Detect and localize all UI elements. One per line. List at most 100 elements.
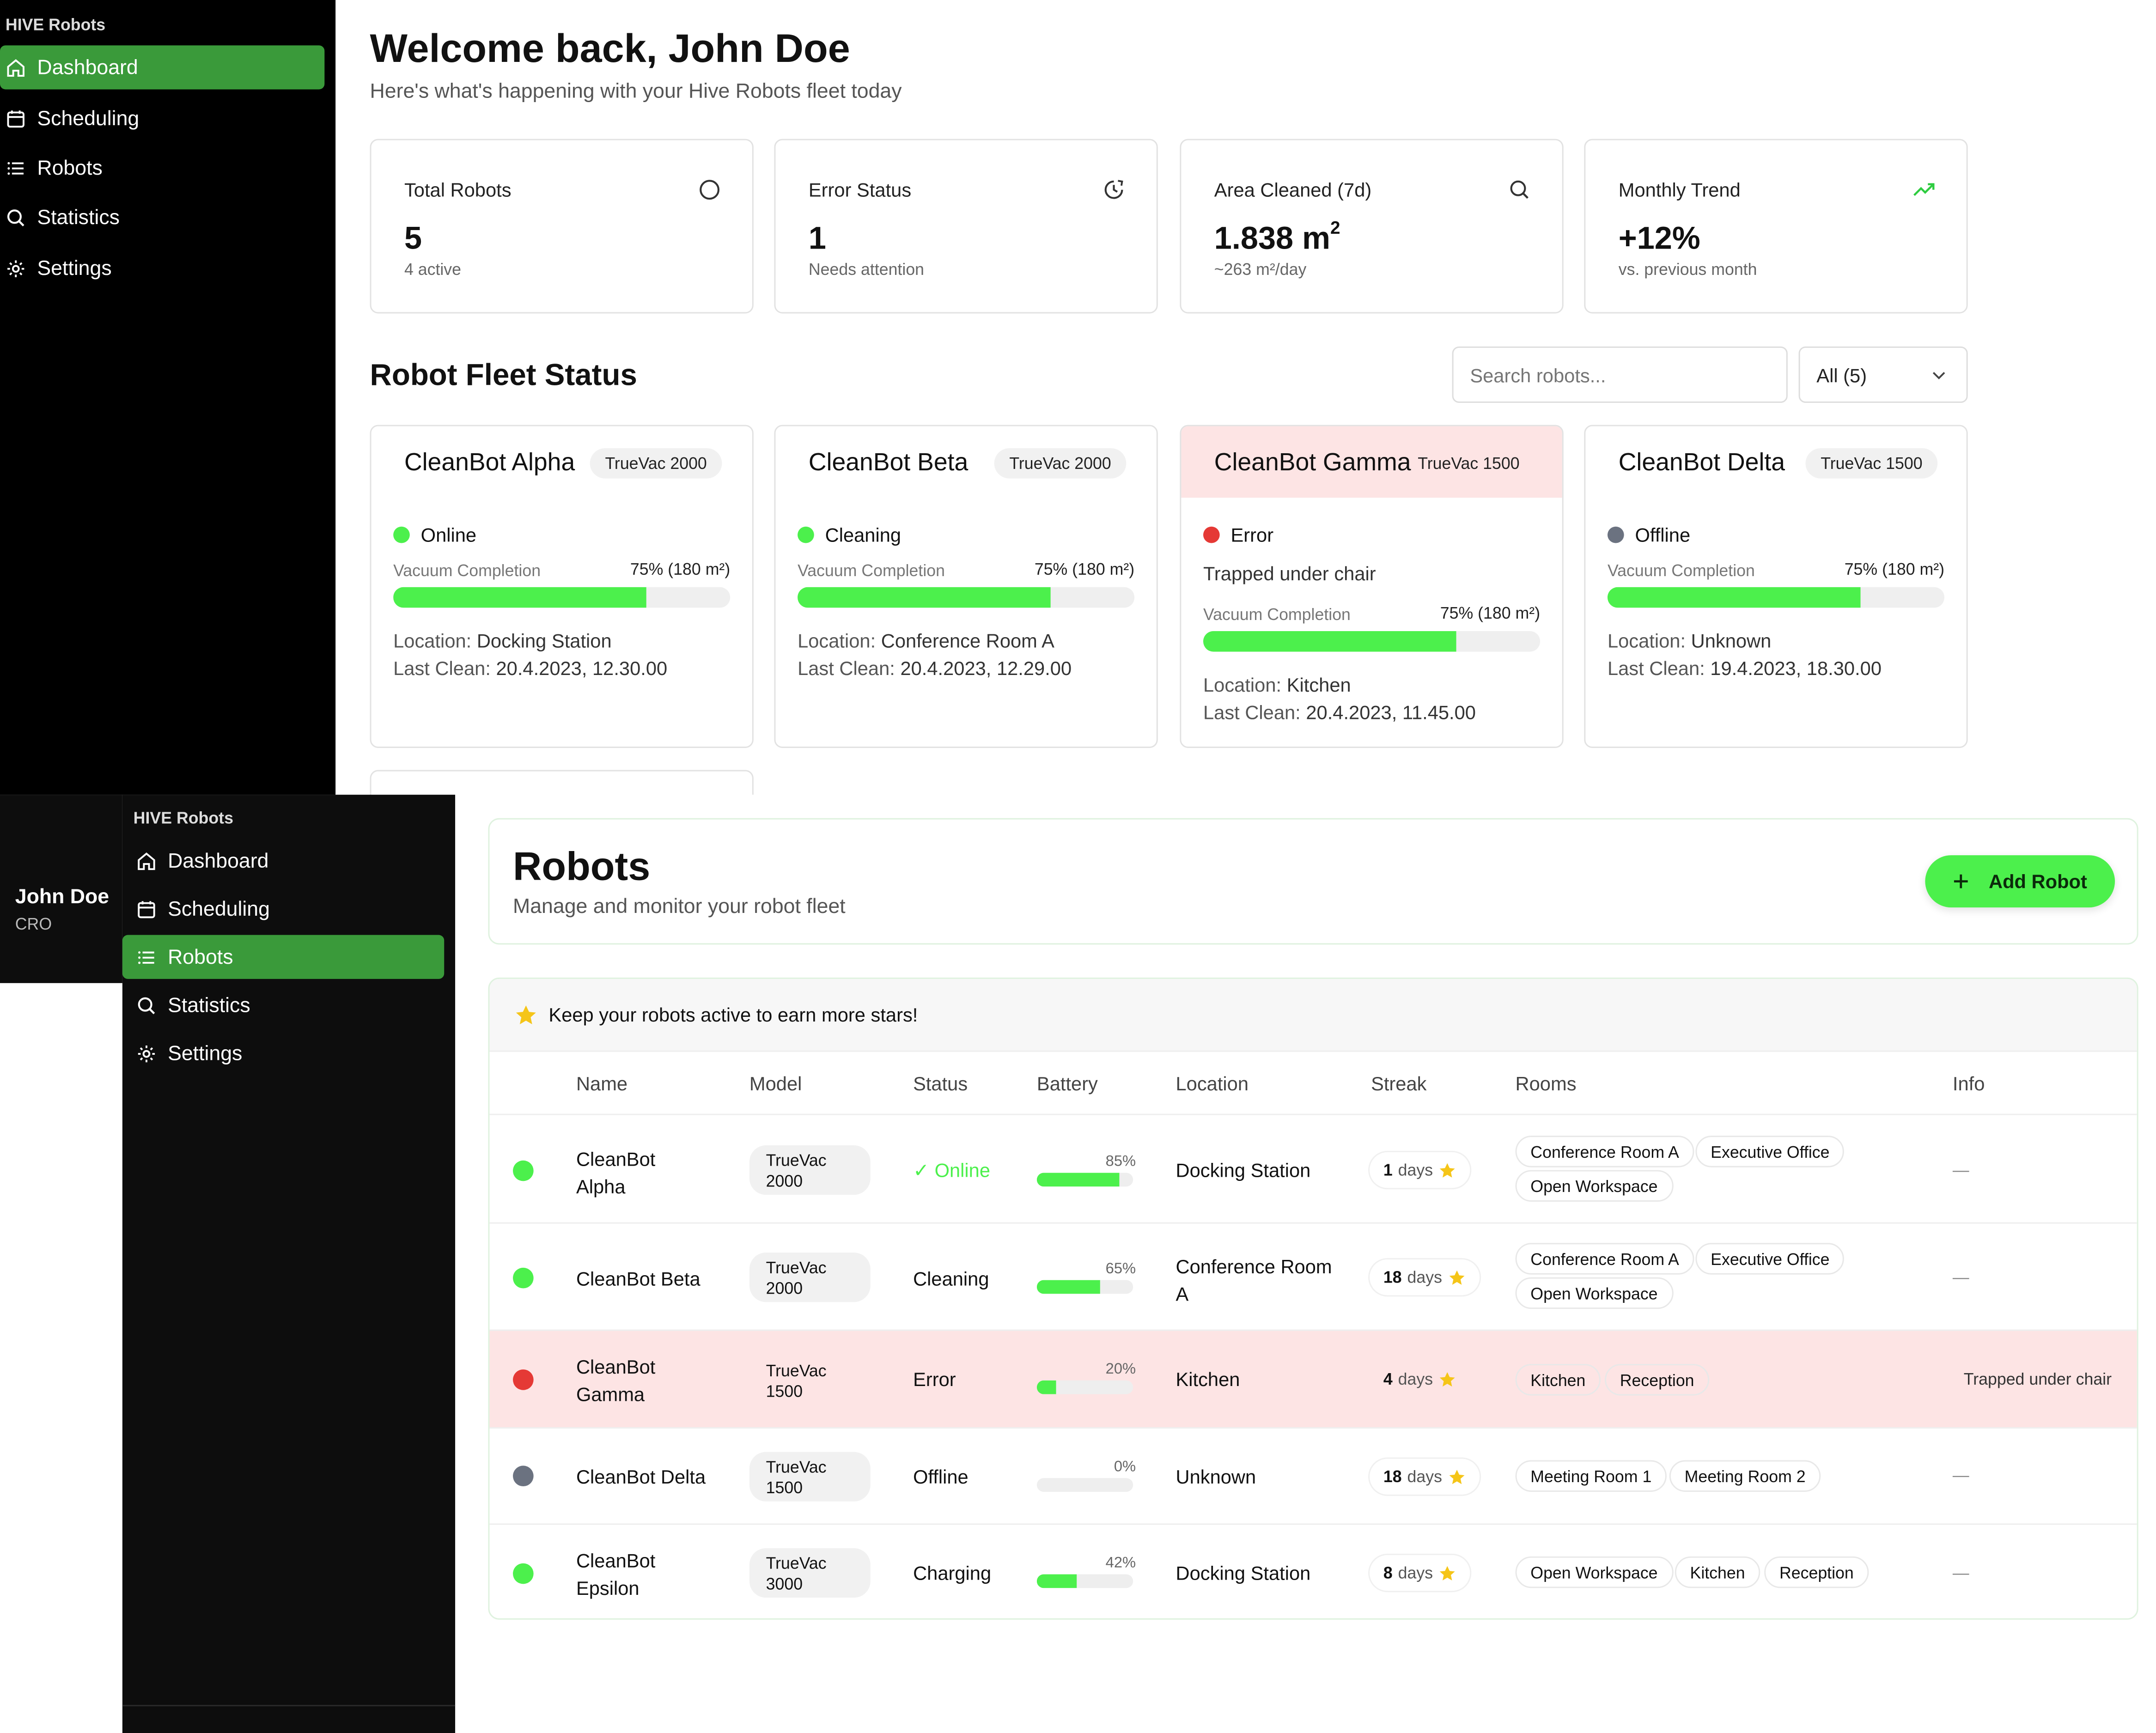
status-dot [513, 1160, 534, 1181]
column-header-model[interactable]: Model [749, 1072, 802, 1095]
status-indicator: Online [393, 524, 476, 546]
status-indicator: Offline [1607, 524, 1690, 546]
robot-name: CleanBot Beta [576, 1267, 700, 1290]
sidebar-item-label: Scheduling [37, 106, 140, 130]
card-header: CleanBot Gamma TrueVac 1500 [1181, 426, 1562, 498]
streak-badge: 18 days [1370, 1459, 1480, 1495]
battery-percent: 20% [1105, 1361, 1136, 1378]
table-row[interactable]: CleanBot Beta TrueVac 2000 Cleaning 65% C… [489, 1222, 2137, 1330]
last-clean: Last Clean: 20.4.2023, 12.29.00 [798, 657, 1072, 680]
robot-card-beta[interactable]: CleanBot Beta TrueVac 2000 Cleaning Vacu… [774, 425, 1158, 748]
room-tag: Conference Room A [1515, 1136, 1694, 1167]
user-profile[interactable]: John Doe CRO [0, 795, 122, 983]
gear-icon [7, 260, 24, 277]
sidebar-item-robots[interactable]: Robots [122, 935, 445, 979]
sidebar-item-robots[interactable]: Robots [0, 146, 324, 189]
room-tag: Open Workspace [1515, 1556, 1673, 1588]
last-clean: Last Clean: 20.4.2023, 11.45.00 [1203, 701, 1476, 724]
sidebar-item-settings[interactable]: Settings [0, 246, 324, 290]
sidebar-divider [122, 1705, 456, 1707]
robot-location: Docking Station [1175, 1159, 1311, 1181]
stat-card-error-status: Error Status 1 Needs attention [774, 139, 1158, 314]
sidebar-item-scheduling[interactable]: Scheduling [128, 887, 444, 931]
card-header: CleanBot Delta TrueVac 1500 [1585, 426, 1966, 498]
stat-value: +12% [1618, 220, 1700, 256]
model-badge: TrueVac 2000 [749, 1253, 871, 1302]
room-tag: Executive Office [1695, 1136, 1845, 1167]
search-icon [7, 208, 24, 226]
column-header-info[interactable]: Info [1952, 1072, 1985, 1095]
table-row[interactable]: CleanBot Epsilon TrueVac 3000 Charging 42%… [489, 1523, 2137, 1618]
stat-label: Error Status [808, 178, 912, 201]
robot-location: Location: Docking Station [393, 630, 612, 652]
info-text: — [1952, 1160, 1969, 1180]
robot-card-gamma[interactable]: CleanBot Gamma TrueVac 1500 Error Trappe… [1180, 425, 1564, 748]
sidebar-item-statistics[interactable]: Statistics [0, 195, 324, 239]
sidebar-item-settings[interactable]: Settings [128, 1031, 444, 1075]
fleet-status-title: Robot Fleet Status [370, 357, 637, 392]
sidebar-item-dashboard[interactable]: Dashboard [0, 45, 325, 90]
room-tag: Reception [1764, 1556, 1869, 1588]
trend-up-icon [1913, 183, 1935, 196]
search-robots-input[interactable] [1452, 346, 1788, 403]
card-header: CleanBot Alpha TrueVac 2000 [372, 426, 752, 498]
robots-header: Robots Manage and monitor your robot fle… [488, 818, 2138, 945]
vacuum-progress-bar [1607, 587, 1945, 608]
robots-table: Keep your robots active to earn more sta… [488, 977, 2138, 1620]
plus-icon [1954, 874, 1968, 888]
streak-banner: Keep your robots active to earn more sta… [489, 979, 2137, 1052]
robot-name: CleanBot Beta [808, 448, 968, 476]
streak-badge: 18 days [1370, 1259, 1480, 1295]
model-badge: TrueVac 2000 [749, 1145, 871, 1195]
robot-location: Conference Room A [1175, 1255, 1332, 1305]
sidebar-item-statistics[interactable]: Statistics [128, 983, 444, 1027]
stat-value: 5 [404, 220, 422, 256]
clock-icon [1104, 180, 1123, 199]
streak-badge: 4 days [1370, 1361, 1470, 1397]
status-filter-select[interactable]: All (5) [1798, 346, 1968, 403]
robot-card-alpha[interactable]: CleanBot Alpha TrueVac 2000 Online Vacuu… [370, 425, 754, 748]
column-header-battery[interactable]: Battery [1036, 1072, 1098, 1095]
stat-note: Needs attention [808, 260, 925, 280]
star-icon [516, 1004, 536, 1024]
table-row[interactable]: CleanBot Gamma TrueVac 1500 Error 20% Kitc… [489, 1329, 2137, 1428]
banner-text: Keep your robots active to earn more sta… [548, 1003, 918, 1026]
room-tag: Reception [1604, 1364, 1710, 1396]
sidebar-item-scheduling[interactable]: Scheduling [0, 96, 324, 140]
vacuum-progress-bar [393, 587, 731, 608]
info-text: Trapped under chair [1963, 1369, 2112, 1389]
vacuum-progress-bar [1203, 631, 1541, 652]
battery-bar [1036, 1380, 1133, 1394]
status-text: ✓ Online [913, 1159, 990, 1181]
sidebar-item-label: Settings [168, 1041, 243, 1065]
status-dot [513, 1369, 534, 1390]
column-header-streak[interactable]: Streak [1371, 1072, 1427, 1095]
star-icon [1439, 1162, 1455, 1177]
star-icon [1449, 1270, 1464, 1284]
circle-icon [700, 180, 720, 200]
status-text: Charging [913, 1562, 992, 1584]
robot-location: Location: Unknown [1607, 630, 1772, 652]
sidebar-item-label: Scheduling [168, 897, 270, 921]
table-row[interactable]: CleanBot Alpha TrueVac 2000 ✓ Online 85% D… [489, 1113, 2137, 1222]
column-header-location[interactable]: Location [1175, 1072, 1249, 1095]
column-header-status[interactable]: Status [913, 1072, 968, 1095]
stat-value: 1.838 m2 [1214, 217, 1340, 256]
add-robot-button[interactable]: Add Robot [1925, 855, 2115, 908]
status-indicator: Error [1203, 524, 1273, 546]
sidebar-item-dashboard[interactable]: Dashboard [128, 839, 444, 882]
status-dot [513, 1563, 534, 1584]
battery-bar [1036, 1280, 1133, 1294]
last-clean: Last Clean: 20.4.2023, 12.30.00 [393, 657, 668, 680]
battery-bar [1036, 1173, 1133, 1187]
robot-name: CleanBot Gamma [1214, 448, 1411, 476]
vacuum-value: 75% (180 m²) [1034, 559, 1135, 579]
table-row[interactable]: CleanBot Delta TrueVac 1500 Offline 0% Un… [489, 1427, 2137, 1523]
stat-card-area-cleaned: Area Cleaned (7d) 1.838 m2 ~263 m²/day [1180, 139, 1564, 314]
column-header-rooms[interactable]: Rooms [1515, 1072, 1577, 1095]
room-tag: Meeting Room 2 [1669, 1460, 1821, 1492]
column-header-name[interactable]: Name [576, 1072, 628, 1095]
add-robot-label: Add Robot [1988, 870, 2087, 893]
robot-card-delta[interactable]: CleanBot Delta TrueVac 1500 Offline Vacu… [1584, 425, 1968, 748]
model-badge: TrueVac 2000 [994, 448, 1127, 479]
